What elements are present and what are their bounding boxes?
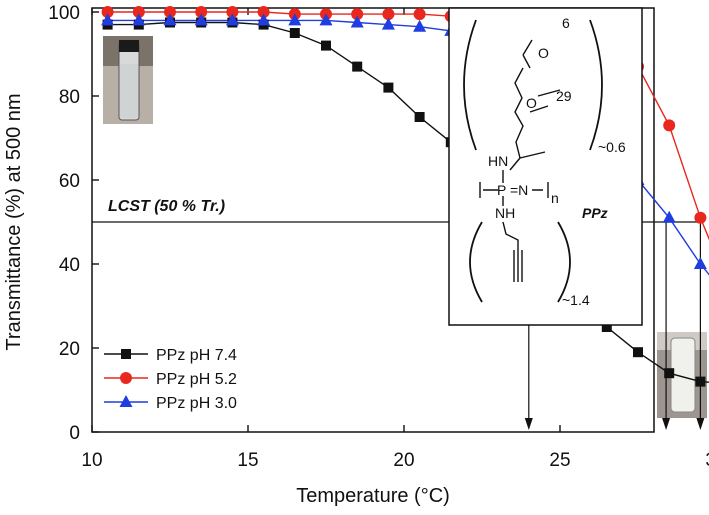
data-point-1	[382, 8, 395, 21]
data-point-1	[195, 6, 208, 18]
x-tick-label: 15	[237, 450, 258, 471]
label-29: 29	[556, 88, 572, 104]
y-tick-label: 80	[59, 87, 80, 108]
lcst-arrowhead	[524, 418, 533, 430]
data-point-2	[350, 15, 364, 28]
data-point-1	[663, 119, 676, 132]
data-point-0	[414, 112, 425, 122]
y-axis-title: Transmittance (%) at 500 nm	[3, 93, 25, 350]
y-tick-label: 60	[59, 171, 80, 192]
label-1-4: ~1.4	[562, 292, 590, 308]
label-6: 6	[562, 15, 570, 31]
data-point-0	[321, 40, 331, 51]
legend-marker	[119, 395, 133, 407]
x-tick-label: 20	[393, 450, 414, 471]
data-point-2	[225, 13, 239, 26]
data-point-0	[664, 368, 675, 379]
inset-frame	[448, 7, 643, 326]
side-chain-bonds	[514, 39, 561, 159]
data-point-2	[288, 13, 302, 26]
label-n-subscript: n	[551, 190, 559, 206]
paren-left-top	[463, 19, 477, 151]
legend-label: PPz pH 5.2	[156, 371, 237, 388]
label-nh: NH	[495, 205, 515, 221]
label-o-1: O	[538, 45, 549, 61]
data-point-2	[194, 13, 208, 26]
data-point-2	[257, 13, 271, 26]
series-line-2	[107, 19, 709, 276]
legend-marker	[121, 349, 131, 359]
data-point-2	[101, 13, 115, 26]
x-tick-labels: 1015202530354045	[81, 450, 709, 471]
y-tick-label: 40	[59, 255, 80, 276]
vial-photo-clear	[103, 36, 153, 124]
data-point-1	[351, 8, 364, 21]
propargyl-bonds	[502, 221, 523, 282]
plot-frame	[91, 7, 655, 433]
chemical-structure-inset: O 6 O 29 HN ~0.6 P =N n NH PPz ~1.4	[448, 7, 643, 326]
data-point-0	[601, 322, 612, 332]
data-point-1	[164, 6, 176, 18]
data-point-2	[662, 210, 676, 223]
data-point-2	[163, 13, 177, 26]
lcst-arrowhead	[662, 418, 671, 430]
x-tick-label: 30	[705, 450, 709, 471]
backbone-bonds	[479, 170, 549, 206]
data-point-2	[693, 257, 707, 269]
data-point-0	[383, 82, 394, 93]
data-point-1	[226, 6, 239, 18]
backbone-link	[509, 151, 546, 171]
y-tick-label: 100	[48, 3, 80, 24]
y-tick-label: 20	[59, 339, 80, 360]
label-hn: HN	[488, 153, 508, 169]
x-axis-title: Temperature (°C)	[296, 485, 450, 507]
data-point-0	[289, 28, 300, 38]
axis-ticks	[91, 8, 561, 433]
paren-left-bottom	[469, 221, 483, 303]
data-point-1	[694, 211, 707, 224]
paren-right-bottom	[557, 221, 571, 303]
data-point-1	[257, 6, 270, 18]
data-point-2	[132, 13, 146, 26]
y-tick-label: 0	[69, 423, 80, 444]
legend: PPz pH 7.4 PPz pH 5.2 PPz pH 3.0	[104, 347, 237, 412]
x-tick-label: 25	[549, 450, 570, 471]
data-point-0	[352, 61, 363, 72]
x-tick-label: 10	[81, 450, 102, 471]
legend-label: PPz pH 7.4	[156, 347, 237, 364]
label-0-6: ~0.6	[598, 139, 626, 155]
series-line-0	[107, 21, 709, 383]
data-point-0	[695, 376, 706, 387]
y-tick-labels: 0 20 40 60 80 100	[48, 3, 80, 444]
data-point-1	[132, 6, 145, 18]
label-o-2: O	[526, 95, 537, 111]
paren-right-top	[589, 19, 603, 151]
label-n: =N	[510, 182, 528, 198]
lcst-label: LCST (50 % Tr.)	[108, 198, 225, 215]
legend-marker	[120, 372, 132, 384]
data-point-2	[381, 17, 395, 30]
data-point-1	[413, 8, 426, 21]
vial-photo-turbid	[657, 332, 707, 418]
label-p: P	[497, 182, 506, 198]
label-ppz: PPz	[582, 205, 608, 221]
lcst-arrowhead	[696, 418, 705, 430]
data-point-2	[413, 19, 427, 32]
legend-label: PPz pH 3.0	[156, 395, 237, 412]
data-point-0	[633, 347, 643, 358]
data-point-1	[101, 6, 114, 18]
data-point-2	[319, 13, 333, 26]
